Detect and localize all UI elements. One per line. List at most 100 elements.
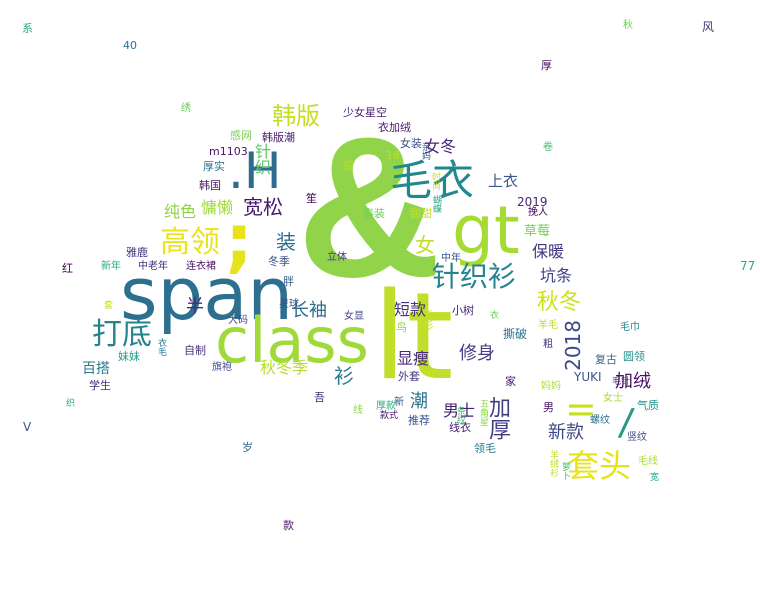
word: ; [225,199,253,281]
word: 羊绒衫 [548,450,558,477]
word: 衣毛 [156,338,166,356]
word: 针织衫 [432,260,517,293]
word: 款式 [380,411,399,421]
word: 修身 [459,343,495,364]
word: 亲妈 [420,142,430,160]
word: 气质 [637,399,659,412]
word: 家 [505,375,516,388]
word: 2019 [517,195,548,209]
word: 显瘦 [397,349,430,368]
word: 韩版 [272,102,320,130]
word: 衣加绒 [378,121,411,134]
word: 大码 [228,315,248,326]
word: 挽人 [528,207,548,218]
word: 领毛 [474,442,496,455]
word: YUKI [574,370,602,384]
word: 中老年 [138,261,168,272]
word: 18 [386,149,400,162]
word: 星球 [279,299,299,310]
word: 连衣裙 [186,261,216,272]
word: 圆领 [623,350,645,363]
word: 撕破 [503,327,528,341]
word: 绣 [181,103,191,114]
word: V [23,420,32,434]
word: 厚实 [203,160,225,173]
word: 春装 [363,207,385,220]
word: 甜甜 [410,207,432,220]
word: 女显 [344,311,364,322]
word: 高领 [160,225,220,260]
word: 女冬 [424,137,457,156]
word: 五角星 [478,399,488,426]
word: 学生 [89,379,111,392]
word: lt [373,268,454,407]
word: 半 [186,296,204,317]
word: 款 [283,519,294,532]
word: 粗 [543,339,553,350]
word: 40 [123,39,137,52]
word: 男士 [443,401,476,420]
word: 2018 [561,320,585,371]
word: 慵懒 [201,198,234,217]
word: 百搭 [82,361,110,377]
word: gt [452,192,520,269]
word: 红 [62,262,73,275]
word: 新 [394,397,404,408]
word: 套头 [567,447,632,485]
word: 毛针 [612,377,631,387]
word: 宽松 [243,195,283,219]
word: .H [228,142,282,200]
word: 小树 [452,304,474,317]
word: 吾 [314,391,325,404]
word: 加绒 [615,371,651,392]
word: 毛巾 [620,322,640,333]
word: 保暖 [532,242,565,261]
word: 织 [64,398,74,407]
word: 男 [543,401,554,414]
word: 卷 [543,142,553,153]
word: 竖纹 [627,432,647,443]
word: 毛衣 [390,156,475,205]
word: 新款 [548,422,584,443]
word: 潮 [410,391,428,412]
word: 女士 [603,393,623,404]
word: 中年 [441,253,461,264]
word: 推荐 [408,414,430,427]
word: 衫 [334,364,354,388]
word: 条纹 [455,406,465,424]
word: 77 [740,259,756,273]
word: 草莓 [524,224,551,239]
word: 打底 [92,317,152,352]
word: & [297,96,442,319]
word: 鸟 [396,321,407,334]
word: 厚款 [376,401,396,412]
word: 立体 [327,252,347,263]
word: 上衣 [488,172,519,190]
word: 长袖 [291,300,327,321]
word: 女 [415,233,435,257]
word: m1103 [209,145,248,158]
word: span [120,252,293,336]
word: 厚 [541,59,552,72]
word: 风 [702,20,715,34]
word: class [215,304,369,377]
word: 衣 [488,310,498,319]
word: 瘦 [343,159,354,172]
word: 胖 [283,275,294,288]
word: 自制 [184,344,206,357]
word: 蝴蝶 [431,195,441,213]
word: 少女星空 [343,106,387,119]
word: 针织 [252,143,271,175]
word: 加厚 [485,396,510,440]
word: 系 [22,22,33,35]
word: 线 [353,405,363,416]
word: 新年 [101,261,121,272]
word: 雅鹿 [126,246,148,259]
word: = [565,387,597,431]
word: 妈妈 [541,381,561,392]
word: 羊毛 [538,320,558,331]
word: 线衣 [449,421,471,434]
word: 宽 [648,472,658,481]
word: 装 [276,230,296,254]
word: 萝卜 [560,462,570,480]
